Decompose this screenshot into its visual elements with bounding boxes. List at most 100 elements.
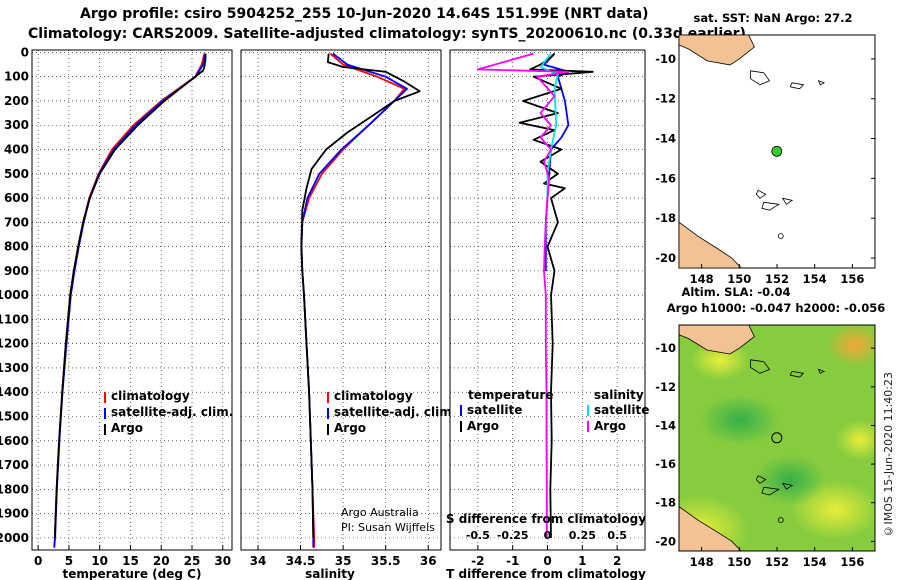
s-difference-ticks: -0.5 -0.25 0 0.25 0.5 (466, 529, 627, 542)
sst-map-ticks: 148 150 152 154 156 -10 -12 -14 -16 -18 -20 (655, 52, 875, 286)
sla-heatmap (679, 325, 875, 551)
difference-x-ticks: -2 -1 0 1 2 (471, 545, 621, 568)
difference-series-t-argo (518, 52, 594, 538)
title-line-1: Argo profile: csiro 5904252_255 10-Jun-2… (80, 6, 649, 22)
temperature-series-argo (53, 53, 207, 538)
depth-tick-label: 400 (4, 143, 29, 157)
temperature-x-tick-label: 10 (91, 554, 108, 568)
depth-tick-label: 0 (21, 45, 29, 59)
reef-outline (777, 233, 784, 240)
landmass-australia (679, 506, 742, 551)
difference-x-tick-label: 2 (613, 554, 621, 568)
s-difference-tick-label: 0.5 (607, 529, 627, 542)
s-difference-axis-label: S difference from climatology (446, 512, 646, 526)
map-lat-tick-label: -16 (655, 171, 676, 185)
sla-map-land (679, 325, 826, 551)
map-lon-tick-label: 148 (690, 555, 714, 569)
salinity-x-tick-label: 34.5 (286, 554, 316, 568)
difference-legend: temperature salinity satellite Argo sate… (460, 388, 649, 433)
legend-argo: Argo (111, 421, 143, 435)
island-outline (755, 189, 767, 199)
sla-map-ticks: 148 150 152 154 156 -10 -12 -14 -16 -18 -20 (655, 341, 875, 569)
temperature-x-tick-label: 0 (34, 554, 42, 568)
temperature-grid (32, 50, 232, 550)
difference-x-tick-label: 0 (543, 554, 551, 568)
float-position-ring (771, 432, 783, 444)
map-lat-tick-label: -20 (655, 534, 676, 548)
difference-panel: -2 -1 0 1 2 T difference from climatology S … (446, 49, 649, 580)
t-difference-axis-label: T difference from climatology (446, 567, 646, 580)
argo-credit-line-2: PI: Susan Wijffels (341, 521, 435, 534)
sla-map: Altim. SLA: -0.04 Argo h1000: -0.047 h20… (655, 285, 886, 569)
map-lon-tick-label: 154 (803, 555, 827, 569)
depth-tick-label: 300 (4, 118, 29, 132)
temperature-x-tick-label: 25 (184, 554, 201, 568)
depth-tick-label: 1400 (0, 385, 29, 399)
salinity-series-argo (300, 53, 421, 538)
island-outline (750, 359, 771, 374)
depth-tick-label: 1000 (0, 288, 29, 302)
sla-blob (700, 395, 780, 445)
temperature-panel: 0 5 10 15 20 25 30 0 100 200 300 400 500 600 700 800 90… (0, 45, 233, 580)
depth-tick-label: 900 (4, 264, 29, 278)
depth-tick-label: 1800 (0, 482, 29, 496)
depth-tick-label: 1100 (0, 312, 29, 326)
legend-climatology: climatology (334, 389, 413, 403)
map-lon-tick-label: 152 (765, 555, 789, 569)
argo-credit-line-1: Argo Australia (341, 506, 419, 519)
legend-t-argo: Argo (467, 419, 499, 433)
map-lat-tick-label: -14 (655, 132, 676, 146)
salinity-legend: climatology satellite-adj. clim. Argo (327, 389, 456, 435)
legend-salinity-header: salinity (594, 388, 644, 402)
salinity-panel: 34 34.5 35 35.5 36 salinity climatology sate… (240, 49, 456, 580)
sst-map-title: sat. SST: NaN Argo: 27.2 (693, 11, 852, 25)
float-position-marker (771, 145, 783, 157)
temperature-axis-label: temperature (deg C) (63, 567, 202, 580)
map-lon-tick-label: 156 (840, 272, 864, 286)
map-lat-tick-label: -10 (655, 341, 676, 355)
depth-tick-label: 1500 (0, 410, 29, 424)
temperature-legend: climatology satellite-adj. clim. Argo (104, 389, 233, 435)
map-lat-tick-label: -20 (655, 251, 676, 265)
depth-tick-label: 800 (4, 240, 29, 254)
difference-series-s-satellite (539, 53, 559, 199)
landmass-australia (678, 221, 743, 269)
legend-s-argo: Argo (594, 419, 626, 433)
sst-map-land (678, 34, 826, 269)
s-difference-tick-label: -0.5 (466, 529, 490, 542)
salinity-lines (300, 52, 421, 548)
difference-x-tick-label: -1 (506, 554, 519, 568)
depth-tick-label: 1200 (0, 337, 29, 351)
s-difference-tick-label: 0 (544, 529, 552, 542)
salinity-x-tick-label: 35 (335, 554, 352, 568)
map-lon-tick-label: 150 (727, 555, 751, 569)
sla-map-title-2: Argo h1000: -0.047 h2000: -0.056 (667, 301, 886, 315)
reef-outline (777, 517, 784, 523)
island-outline (750, 70, 771, 86)
sla-map-title-1: Altim. SLA: -0.04 (681, 285, 790, 299)
island-outline (789, 370, 805, 378)
temperature-lines (53, 53, 207, 548)
legend-climatology: climatology (111, 389, 190, 403)
map-lon-tick-label: 150 (727, 272, 751, 286)
depth-tick-label: 2000 (0, 531, 29, 545)
depth-tick-label: 1700 (0, 458, 29, 472)
depth-tick-label: 100 (4, 70, 29, 84)
temperature-x-tick-label: 20 (153, 554, 170, 568)
sla-blob (827, 325, 875, 367)
salinity-grid (241, 50, 441, 550)
salinity-x-tick-label: 34 (250, 554, 267, 568)
temperature-x-tick-label: 5 (65, 554, 73, 568)
island-outline (755, 475, 767, 484)
map-lon-tick-label: 152 (765, 272, 789, 286)
salinity-frame (240, 49, 442, 551)
difference-x-tick-label: -2 (471, 554, 484, 568)
depth-tick-label: 200 (4, 94, 29, 108)
map-lat-tick-label: -14 (655, 418, 676, 432)
map-lat-tick-label: -10 (655, 52, 676, 66)
landmass-new-guinea (678, 34, 755, 66)
sla-blob (755, 455, 825, 505)
map-lat-tick-label: -18 (655, 211, 676, 225)
temperature-frame (31, 49, 233, 551)
